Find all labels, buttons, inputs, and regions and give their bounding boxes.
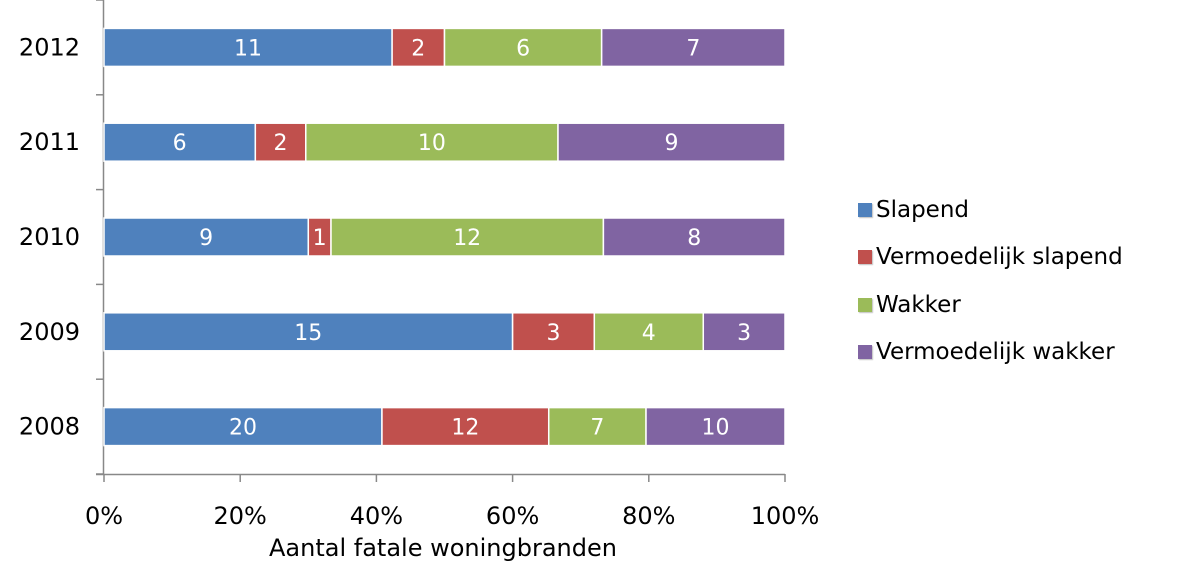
data-label: 6 bbox=[516, 36, 530, 61]
bar-segment bbox=[600, 27, 786, 68]
y-axis: 2012 2011 2010 2009 2008 bbox=[19, 0, 105, 475]
bar-segment bbox=[103, 122, 257, 162]
bar-segment bbox=[330, 217, 605, 257]
data-label: 10 bbox=[702, 416, 730, 441]
legend-item: Vermoedelijk wakker bbox=[858, 329, 1174, 377]
x-axis: 0% 20% 40% 60% 80% 100% bbox=[85, 473, 820, 530]
bar-segment bbox=[381, 406, 550, 447]
bars: 11 2 6 76 2 10 99 1 12 815 3 4 320 12 7 10 bbox=[103, 27, 786, 447]
data-label: 7 bbox=[590, 416, 604, 441]
data-label: 3 bbox=[546, 321, 560, 346]
bar-segment bbox=[702, 312, 786, 352]
legend-label: Wakker bbox=[876, 291, 961, 318]
legend-item: Slapend bbox=[858, 186, 1174, 234]
data-label: 15 bbox=[294, 321, 322, 346]
bar-segment bbox=[593, 312, 705, 352]
bar-segment bbox=[511, 312, 596, 352]
legend-swatch bbox=[858, 297, 872, 312]
bar-segment bbox=[103, 406, 383, 447]
bar-segment bbox=[602, 217, 786, 257]
data-label: 12 bbox=[453, 226, 481, 251]
x-tick-label: 20% bbox=[214, 502, 267, 530]
y-tick-label: 2012 bbox=[19, 33, 80, 61]
data-label: 2 bbox=[411, 36, 425, 61]
y-tick-label: 2008 bbox=[19, 413, 80, 441]
x-tick-label: 40% bbox=[350, 502, 403, 530]
bar-segment bbox=[391, 27, 446, 68]
x-tick-label: 0% bbox=[85, 502, 123, 530]
legend-swatch bbox=[858, 250, 872, 265]
y-tick-label: 2009 bbox=[19, 318, 80, 346]
legend-label: Slapend bbox=[876, 196, 970, 223]
bar-segment bbox=[305, 122, 559, 162]
legend-label: Vermoedelijk wakker bbox=[876, 339, 1115, 366]
data-label: 7 bbox=[686, 36, 700, 61]
bar-segment bbox=[103, 217, 310, 257]
y-tick-label: 2011 bbox=[19, 128, 80, 156]
bar-segment bbox=[103, 312, 514, 352]
bar-segment bbox=[547, 406, 647, 447]
bar-segment bbox=[254, 122, 307, 162]
data-label: 10 bbox=[418, 131, 446, 156]
x-tick-label: 80% bbox=[622, 502, 675, 530]
data-label: 2 bbox=[274, 131, 288, 156]
y-tick-label: 2010 bbox=[19, 223, 80, 251]
legend-item: Wakker bbox=[858, 281, 1174, 329]
data-label: 9 bbox=[199, 226, 213, 251]
x-tick-label: 60% bbox=[486, 502, 539, 530]
data-label: 11 bbox=[234, 36, 262, 61]
legend-item: Vermoedelijk slapend bbox=[858, 234, 1174, 282]
bar-segment bbox=[645, 406, 786, 447]
legend: Slapend Vermoedelijk slapend Wakker Vermoed… bbox=[858, 186, 1174, 376]
data-label: 9 bbox=[665, 131, 679, 156]
data-label: 12 bbox=[451, 416, 479, 441]
data-label: 6 bbox=[173, 131, 187, 156]
data-label: 3 bbox=[737, 321, 751, 346]
bar-segment bbox=[557, 122, 786, 162]
x-axis-title: Aantal fatale woningbranden bbox=[269, 534, 617, 562]
legend-swatch bbox=[858, 345, 872, 360]
data-label: 8 bbox=[687, 226, 701, 251]
data-label: 20 bbox=[229, 416, 257, 441]
x-tick-label: 100% bbox=[751, 502, 820, 530]
legend-swatch bbox=[858, 202, 872, 217]
data-label: 4 bbox=[642, 321, 656, 346]
data-label: 1 bbox=[313, 226, 327, 251]
legend-label: Vermoedelijk slapend bbox=[876, 244, 1123, 271]
